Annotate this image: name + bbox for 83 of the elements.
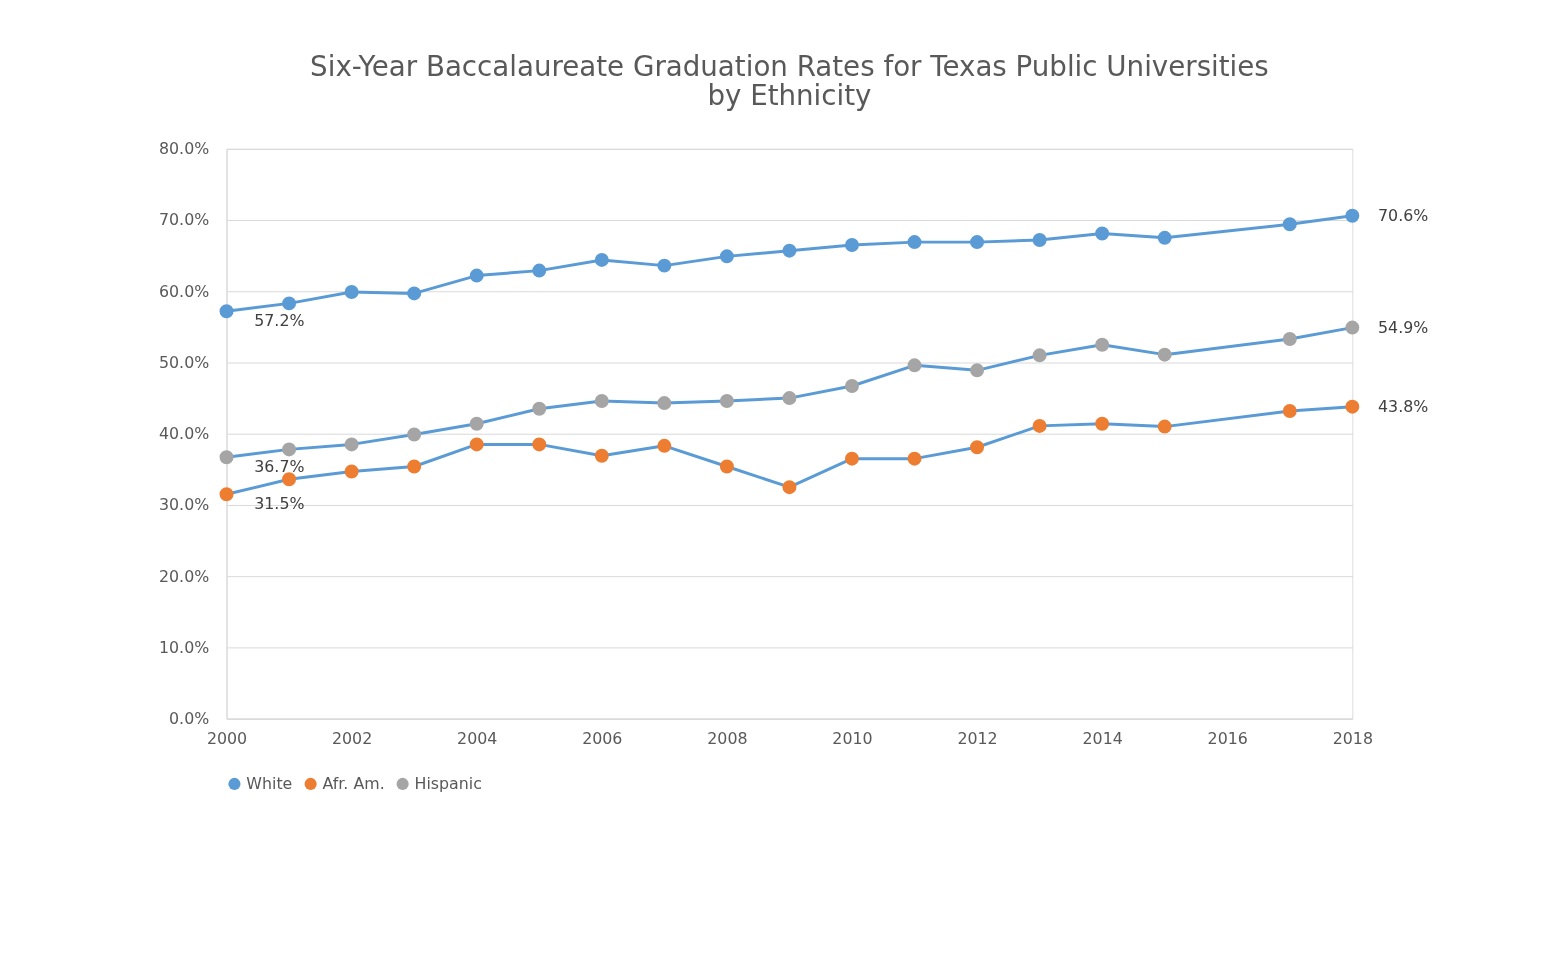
- point: [1282, 332, 1297, 346]
- point: [282, 296, 297, 311]
- y-tick-label: 70.0%: [159, 210, 210, 230]
- point: [844, 379, 859, 393]
- point: [907, 451, 922, 466]
- legend-label: White: [246, 773, 293, 793]
- point: [1157, 419, 1172, 434]
- point: [970, 363, 985, 378]
- legend-label: Hispanic: [414, 773, 482, 793]
- x-tick-label: 2014: [1082, 728, 1123, 748]
- x-tick-label: 2002: [332, 728, 373, 748]
- point: [532, 437, 547, 452]
- point: [282, 472, 297, 487]
- x-tick-label: 2010: [832, 728, 873, 748]
- point: [657, 396, 672, 411]
- point: [1345, 399, 1360, 414]
- y-tick-label: 50.0%: [159, 352, 210, 372]
- point: [532, 401, 547, 416]
- point: [344, 464, 359, 479]
- point: [344, 285, 359, 299]
- point: [657, 258, 672, 273]
- point: [970, 235, 985, 250]
- x-tick-label: 2006: [582, 728, 623, 748]
- data-label: 57.2%: [254, 311, 305, 331]
- legend-label: Afr. Am.: [322, 773, 385, 793]
- point: [407, 427, 422, 442]
- point: [469, 416, 484, 431]
- data-label: 54.9%: [1378, 317, 1429, 337]
- x-tick-label: 2012: [957, 728, 998, 748]
- x-tick-label: 2004: [457, 728, 498, 748]
- y-tick-label: 40.0%: [159, 424, 210, 444]
- x-tick-label: 2000: [206, 728, 248, 748]
- point: [1282, 403, 1297, 418]
- point: [594, 393, 609, 408]
- x-tick-label: 2016: [1207, 728, 1248, 748]
- point: [844, 451, 859, 466]
- point: [970, 440, 985, 455]
- x-tick-label: 2018: [1332, 728, 1373, 748]
- point: [657, 438, 672, 453]
- point: [219, 487, 234, 502]
- point: [907, 358, 922, 373]
- y-tick-label: 30.0%: [159, 495, 210, 515]
- point: [782, 243, 797, 258]
- data-label: 31.5%: [254, 494, 305, 514]
- point: [1032, 233, 1047, 247]
- point: [782, 480, 797, 495]
- point: [219, 304, 234, 319]
- point: [719, 459, 734, 474]
- point: [907, 235, 922, 250]
- point: [282, 442, 297, 457]
- point: [594, 448, 609, 463]
- point: [1032, 348, 1047, 363]
- point: [1157, 230, 1172, 245]
- point: [1095, 226, 1110, 241]
- point: [219, 450, 234, 465]
- point: [719, 393, 734, 408]
- point: [407, 286, 422, 301]
- point: [1345, 208, 1360, 223]
- point: [1095, 337, 1110, 352]
- point: [594, 252, 609, 267]
- chart-title: Six-Year Baccalaureate Graduation Rates for Texas Public Universities by Ethnicity: [310, 49, 1269, 113]
- point: [1032, 418, 1047, 433]
- y-tick-label: 10.0%: [159, 637, 210, 657]
- point: [782, 391, 797, 406]
- point: [344, 437, 359, 452]
- data-label: 43.8%: [1378, 396, 1429, 416]
- data-label: 70.6%: [1378, 205, 1429, 225]
- point: [469, 268, 484, 283]
- point: [469, 437, 484, 452]
- point: [719, 249, 734, 264]
- y-tick-label: 0.0%: [169, 709, 210, 729]
- y-tick-label: 60.0%: [159, 281, 210, 301]
- point: [1095, 416, 1110, 431]
- point: [1345, 320, 1360, 335]
- data-label: 36.7%: [254, 457, 305, 477]
- point: [1157, 347, 1172, 362]
- point: [1282, 217, 1297, 232]
- point: [532, 263, 547, 278]
- x-tick-label: 2008: [707, 728, 748, 748]
- y-tick-label: 80.0%: [159, 139, 210, 159]
- point: [407, 459, 422, 474]
- point: [844, 237, 859, 252]
- y-tick-label: 20.0%: [159, 566, 210, 586]
